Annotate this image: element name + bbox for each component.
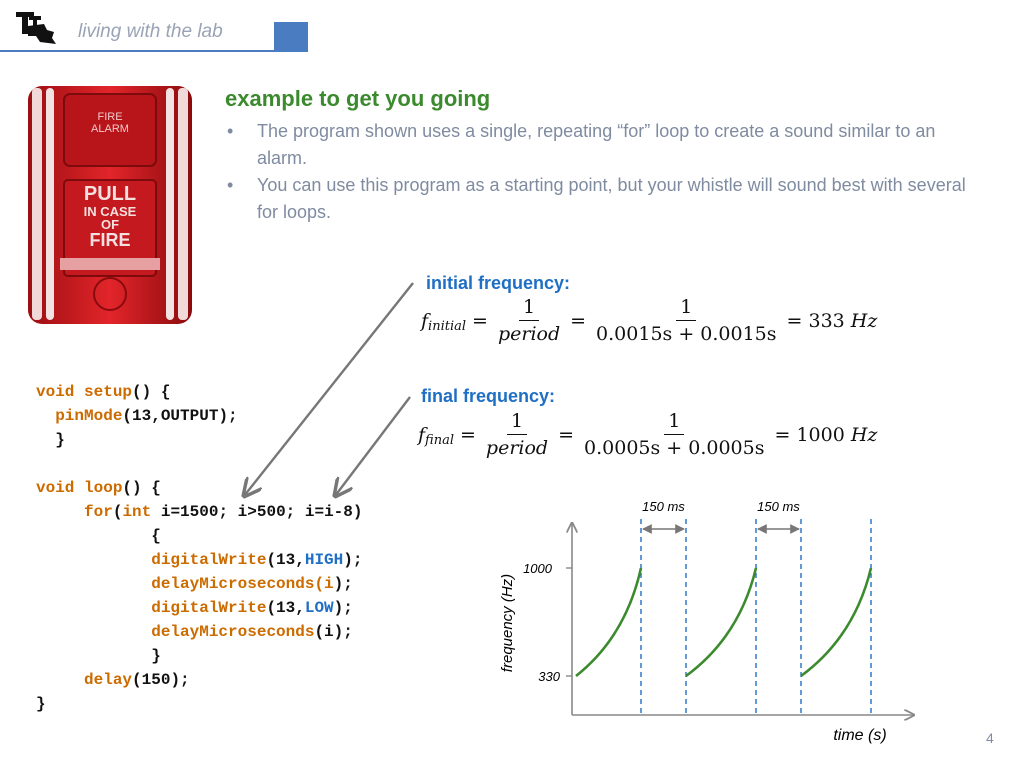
header-rule (0, 50, 308, 52)
code-token: pinMode (55, 407, 123, 425)
code-token: () { (132, 383, 171, 401)
initial-frequency-equation: f initial = 1 period = 1 0.0015s + 0.0015s … (421, 296, 878, 345)
code-token: () { (122, 479, 161, 497)
alarm-text-of: OF (101, 217, 119, 232)
code-token: digitalWrite (151, 599, 267, 617)
code-line: { (36, 524, 362, 548)
eq-den: period (497, 323, 561, 345)
frequency-chart: 1000 330 frequency (Hz) time (s) 150 ms 1… (499, 499, 920, 744)
final-frequency-label: final frequency: (421, 386, 556, 406)
eq-f: f (421, 309, 429, 332)
frequency-sweep-curve (685, 567, 758, 678)
arrow-to-final-value (335, 396, 411, 496)
code-token: void (36, 383, 85, 401)
eq-f: f (418, 423, 426, 446)
code-token: ); (343, 551, 363, 569)
code-token: } (36, 431, 65, 449)
eq-unit: Hz (850, 423, 878, 446)
code-line: pinMode(13,OUTPUT); (36, 404, 362, 428)
eq-sub: final (425, 433, 454, 448)
bullet-marker: • (227, 175, 234, 195)
code-line: for(int i=1500; i>500; i=i-8) (36, 500, 362, 524)
code-line: delayMicroseconds(i); (36, 620, 362, 644)
code-token: void (36, 479, 85, 497)
frequency-sweep-curve (800, 567, 873, 678)
eq-num: 1 (518, 296, 540, 321)
eq-den: 0.0015s + 0.0015s (596, 323, 777, 345)
final-frequency-equation: f final = 1 period = 1 0.0005s + 0.0005s = … (418, 410, 878, 459)
code-token: (i); (314, 623, 353, 641)
eq-num: 1 (676, 296, 697, 321)
code-token: for (84, 503, 113, 521)
code-token: ); (333, 599, 353, 617)
slide-title: example to get you going (225, 86, 491, 111)
frequency-sweep-curve (575, 567, 643, 678)
code-token: ); (333, 575, 353, 593)
code-token: digitalWrite (151, 551, 267, 569)
eq-sub: initial (428, 319, 467, 334)
code-token: delay (84, 671, 133, 689)
bullet-text: You can use this program as a starting p… (257, 175, 966, 222)
eq-result: = 1000 (774, 423, 845, 446)
delay-annotation: 150 ms (757, 499, 800, 514)
code-token: { (36, 527, 161, 545)
bullet-marker: • (227, 121, 234, 141)
page-number: 4 (986, 730, 994, 746)
code-token: setup (84, 383, 133, 401)
arrow-to-initial-value (244, 282, 414, 496)
bullet-item: • The program shown uses a single, repeat… (225, 118, 985, 172)
y-tick-label: 330 (538, 669, 560, 684)
code-line: void setup() { (36, 380, 362, 404)
y-tick-label: 1000 (523, 561, 553, 576)
code-token: (13, (266, 551, 305, 569)
code-line: delay(150); (36, 668, 362, 692)
code-line: void loop() { (36, 476, 362, 500)
y-axis-label: frequency (Hz) (499, 574, 516, 672)
initial-frequency-label: initial frequency: (426, 273, 571, 293)
code-token: i=1500; i>500; i=i-8) (151, 503, 363, 521)
code-line: digitalWrite(13,HIGH); (36, 548, 362, 572)
alarm-text-fire-big: FIRE (89, 230, 130, 250)
code-token: delayMicroseconds(i (151, 575, 334, 593)
bullet-list: • The program shown uses a single, repeat… (225, 118, 985, 226)
bullet-text: The program shown uses a single, repeati… (257, 121, 936, 168)
code-line: digitalWrite(13,LOW); (36, 596, 362, 620)
code-line: } (36, 692, 362, 716)
eq-num: 1 (664, 410, 685, 435)
code-token: (13,OUTPUT); (122, 407, 238, 425)
code-token: delayMicroseconds (151, 623, 315, 641)
code-token: HIGH (304, 551, 344, 569)
eq-den: period (485, 437, 549, 459)
code-token: (150); (132, 671, 190, 689)
code-token: loop (84, 479, 123, 497)
university-logo (14, 10, 60, 51)
code-token: int (122, 503, 152, 521)
code-line: delayMicroseconds(i); (36, 572, 362, 596)
eq-unit: Hz (850, 309, 878, 332)
code-token: LOW (304, 599, 334, 617)
header-title: living with the lab (78, 21, 223, 42)
bullet-item: • You can use this program as a starting … (225, 172, 985, 226)
eq-num: 1 (506, 410, 528, 435)
header-accent-box (274, 22, 308, 51)
code-token: } (36, 647, 161, 665)
code-token: } (36, 695, 46, 713)
alarm-text-alarm: ALARM (91, 123, 129, 135)
code-line: } (36, 428, 362, 452)
eq-result: = 333 (786, 309, 845, 332)
code-token: (13, (266, 599, 305, 617)
alarm-text-pull: PULL (84, 183, 136, 205)
eq-den: 0.0005s + 0.0005s (584, 437, 765, 459)
code-block: void setup() { pinMode(13,OUTPUT); } void… (36, 380, 362, 716)
delay-annotation: 150 ms (642, 499, 685, 514)
x-axis-label: time (s) (833, 727, 886, 744)
fire-alarm-image: FIRE ALARM PULL IN CASE OF FIRE (24, 82, 196, 333)
code-line: } (36, 644, 362, 668)
code-token: ( (112, 503, 123, 521)
alarm-text-fire: FIRE (97, 111, 122, 123)
alarm-text-in-case: IN CASE (84, 204, 137, 219)
